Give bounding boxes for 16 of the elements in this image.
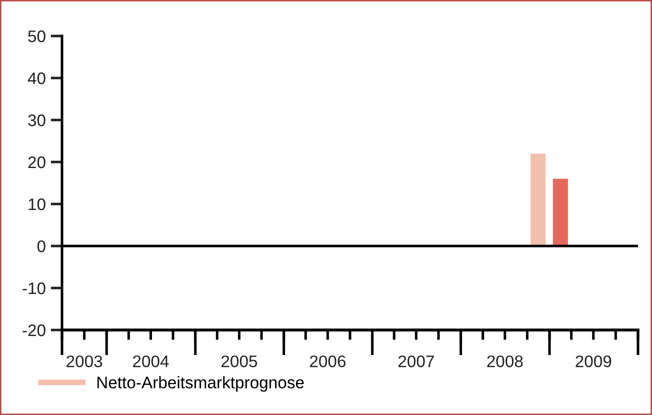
x-tick-label: 2008 xyxy=(487,355,523,368)
y-tick-label: 30 xyxy=(28,114,46,126)
y-tick-label: 40 xyxy=(28,72,46,84)
y-tick-label: 50 xyxy=(28,30,46,42)
x-tick-label: 2005 xyxy=(222,355,258,368)
x-tick-label: 2009 xyxy=(576,355,612,368)
x-tick-label: 2004 xyxy=(133,355,169,368)
x-tick-label: 2007 xyxy=(398,355,434,368)
x-tick-label: 2003 xyxy=(66,355,102,368)
y-tick-label: 20 xyxy=(28,156,46,168)
legend-label: Netto-Arbeitsmarktprognose xyxy=(97,376,304,392)
x-tick-label: 2006 xyxy=(310,355,346,368)
y-tick-label: -20 xyxy=(22,324,46,336)
y-tick-label: -10 xyxy=(22,282,46,294)
y-tick-label: 10 xyxy=(28,198,46,210)
y-tick-label: 0 xyxy=(37,240,46,252)
